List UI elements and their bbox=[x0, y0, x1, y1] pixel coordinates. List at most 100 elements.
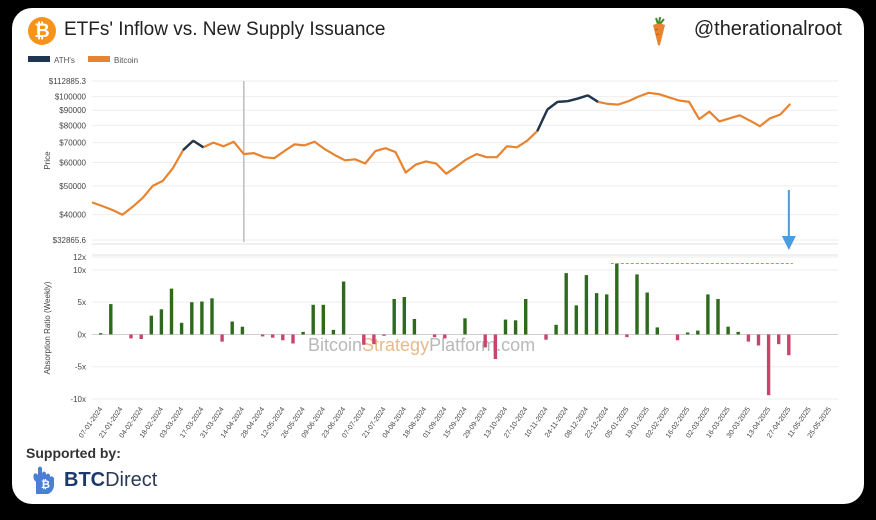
bar bbox=[554, 324, 558, 335]
bar bbox=[331, 329, 336, 335]
ath-segment bbox=[567, 97, 579, 103]
bar bbox=[109, 304, 113, 335]
supported-by-label: Supported by: bbox=[26, 445, 121, 461]
bar bbox=[483, 334, 487, 348]
bar bbox=[787, 334, 791, 356]
bar bbox=[159, 309, 164, 335]
bar bbox=[726, 326, 730, 335]
chart-card: ₿ ETFs' Inflow vs. New Supply Issuance @… bbox=[12, 8, 864, 504]
ratio-tick-label: 12x bbox=[73, 253, 86, 262]
bar bbox=[524, 299, 528, 335]
bar bbox=[716, 299, 720, 335]
bar bbox=[382, 334, 386, 336]
ratio-tick-label: -10x bbox=[70, 395, 86, 404]
bar bbox=[129, 334, 133, 339]
bar bbox=[574, 305, 578, 335]
price-tick-label: $90000 bbox=[59, 106, 86, 115]
ratio-tick-label: 10x bbox=[73, 266, 86, 275]
bar bbox=[584, 275, 589, 335]
ratio-axis-label: Absorption Ratio (Weekly) bbox=[43, 281, 52, 374]
bar bbox=[139, 334, 143, 339]
price-tick-label: $100000 bbox=[55, 93, 87, 102]
bar bbox=[321, 304, 325, 335]
bar bbox=[706, 294, 710, 335]
bar bbox=[503, 319, 508, 335]
price-tick-label: $112885.3 bbox=[49, 77, 87, 86]
bar bbox=[594, 293, 599, 335]
bar bbox=[190, 302, 194, 335]
bar bbox=[645, 292, 649, 335]
ath-segment bbox=[557, 100, 568, 104]
price-tick-label: $50000 bbox=[59, 182, 86, 191]
legend-swatch-bitcoin bbox=[88, 56, 110, 62]
bar bbox=[777, 334, 781, 345]
bar bbox=[271, 334, 275, 338]
bar bbox=[200, 301, 204, 335]
bar bbox=[432, 334, 437, 338]
bar bbox=[281, 334, 285, 341]
page-title: ETFs' Inflow vs. New Supply Issuance bbox=[64, 19, 386, 40]
carrot-icon bbox=[653, 16, 665, 46]
price-tick-label: $80000 bbox=[59, 121, 86, 130]
bar bbox=[625, 334, 629, 338]
bitcoin-icon: ₿ bbox=[28, 17, 56, 45]
bar bbox=[301, 331, 305, 335]
bar bbox=[260, 334, 265, 337]
ratio-tick-label: 0x bbox=[78, 330, 86, 339]
ath-segment bbox=[546, 100, 559, 111]
bar bbox=[756, 334, 761, 346]
watermark: BitcoinStrategyPlatform.com bbox=[308, 335, 535, 355]
ratio-tick-label: 5x bbox=[78, 298, 86, 307]
legend: ATH's Bitcoin bbox=[28, 56, 138, 65]
bar bbox=[341, 281, 346, 335]
chart-area: ATH's Bitcoin BitcoinStrategyPlatform.co… bbox=[28, 54, 856, 449]
bar bbox=[99, 333, 103, 335]
bar bbox=[311, 304, 315, 335]
bar bbox=[544, 334, 548, 340]
bar bbox=[240, 326, 245, 335]
bar bbox=[736, 331, 740, 335]
bar bbox=[149, 315, 153, 335]
bar bbox=[230, 321, 234, 335]
ratio-panel: 12x 10x 5x 0x -5x -10x Absorption Ratio (Weekl… bbox=[43, 190, 838, 439]
chart-svg: ATH's Bitcoin BitcoinStrategyPlatform.co… bbox=[28, 56, 838, 439]
header: ₿ ETFs' Inflow vs. New Supply Issuance @… bbox=[12, 8, 864, 54]
bar bbox=[605, 294, 609, 335]
bar bbox=[179, 322, 184, 335]
bar bbox=[362, 334, 366, 345]
arrow-head bbox=[781, 236, 796, 250]
bar bbox=[169, 288, 174, 335]
bar bbox=[392, 299, 396, 335]
author-handle: @therationalroot bbox=[693, 18, 842, 40]
price-panel: $112885.3 $100000 $90000 $80000 $70000 $60000… bbox=[43, 77, 838, 245]
price-axis-label: Price bbox=[43, 151, 52, 170]
series-line-bitcoin bbox=[91, 91, 792, 216]
ath-segment bbox=[587, 94, 599, 103]
price-tick-label: $40000 bbox=[59, 211, 86, 220]
bar bbox=[615, 263, 619, 335]
bar bbox=[493, 334, 498, 359]
bar bbox=[372, 334, 376, 345]
bar bbox=[291, 334, 295, 344]
legend-label-ath: ATH's bbox=[54, 56, 75, 65]
bar bbox=[564, 273, 568, 335]
ath-segment bbox=[536, 108, 549, 132]
bar bbox=[746, 334, 751, 342]
btcdirect-hand-icon: ₿ bbox=[33, 466, 54, 494]
legend-label-bitcoin: Bitcoin bbox=[114, 56, 138, 65]
bar bbox=[220, 334, 224, 342]
bar bbox=[675, 334, 680, 341]
bar bbox=[635, 274, 639, 335]
bar bbox=[766, 334, 771, 396]
ath-segment bbox=[182, 139, 195, 152]
bar bbox=[685, 332, 690, 335]
ath-segment bbox=[192, 139, 204, 149]
price-tick-label: $32865.6 bbox=[53, 236, 87, 245]
price-tick-label: $70000 bbox=[59, 139, 86, 148]
svg-text:₿: ₿ bbox=[41, 479, 50, 491]
sponsor-name: BTCDirect bbox=[64, 469, 158, 491]
bar bbox=[463, 318, 467, 335]
legend-swatch-ath bbox=[28, 56, 50, 62]
bar bbox=[513, 320, 518, 335]
bar bbox=[402, 297, 406, 335]
